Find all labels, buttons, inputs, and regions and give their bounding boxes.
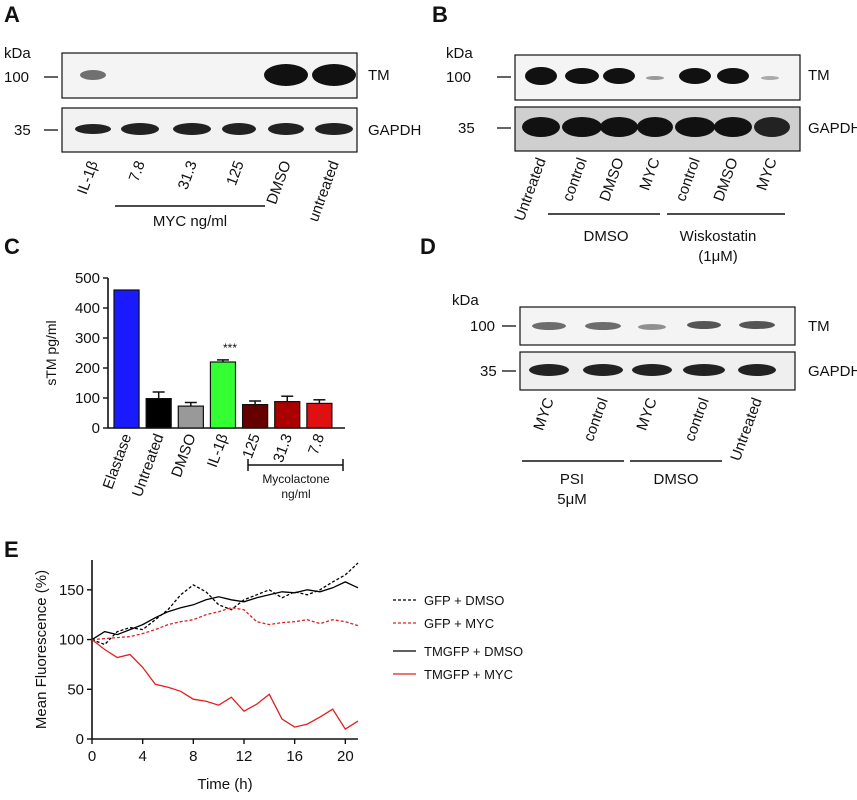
lane-a-3: 31.3 bbox=[175, 159, 201, 192]
chart-c-category-5: 31.3 bbox=[270, 432, 296, 465]
chart-c-ytick-label: 400 bbox=[75, 300, 100, 317]
chart-e-xtick-label: 4 bbox=[138, 748, 146, 765]
series-line-0 bbox=[91, 562, 359, 646]
panel-b-band-gapdh: GAPDH bbox=[808, 120, 857, 137]
chart-c-category-2: DMSO bbox=[168, 432, 199, 480]
lane-d-4: control bbox=[681, 396, 712, 444]
chart-c-group-label: Mycolactone bbox=[262, 472, 330, 486]
chart-e-ytick-label: 100 bbox=[59, 632, 84, 649]
lane-b-3: DMSO bbox=[596, 156, 627, 204]
lane-d-5: Untreated bbox=[727, 396, 766, 464]
lane-b-6: DMSO bbox=[710, 156, 741, 204]
panel-b-marker-35: 35 bbox=[458, 120, 475, 137]
panel-d-group1-sub: 5μM bbox=[557, 491, 586, 508]
chart-e-xtick-label: 16 bbox=[286, 748, 303, 765]
chart-e-xtick-label: 12 bbox=[236, 748, 253, 765]
lane-b-7: MYC bbox=[753, 155, 780, 192]
bar-3 bbox=[209, 361, 237, 429]
chart-e-xtick-label: 0 bbox=[88, 748, 96, 765]
panel-b-group1-label: DMSO bbox=[584, 228, 629, 245]
panel-b-letter: B bbox=[432, 2, 448, 27]
panel-b-marker-100: 100 bbox=[446, 69, 471, 86]
panel-e-letter: E bbox=[4, 537, 19, 562]
panel-d: D kDa 100 35 TM GAPDH MYC control MYC co… bbox=[420, 234, 857, 508]
lane-a-1: IL-1β bbox=[74, 158, 102, 197]
lane-a-2: 7.8 bbox=[126, 159, 149, 184]
panel-d-group1-label: PSI bbox=[560, 471, 584, 488]
bar-2 bbox=[177, 405, 204, 429]
bar-6 bbox=[306, 402, 333, 429]
chart-c-ytick-label: 100 bbox=[75, 390, 100, 407]
legend-label-2: TMGFP + DMSO bbox=[424, 644, 523, 659]
chart-e-ylabel: Mean Fluorescence (%) bbox=[33, 570, 50, 729]
series-line-3 bbox=[91, 639, 359, 730]
chart-c-category-6: 7.8 bbox=[305, 432, 328, 457]
panel-d-band-tm: TM bbox=[808, 318, 830, 335]
panel-b-kda: kDa bbox=[446, 45, 473, 62]
legend-label-1: GFP + MYC bbox=[424, 616, 494, 631]
chart-c: 0 100 200 300 400 500 sTM pg/ml ElastaseUntreat… bbox=[43, 270, 345, 499]
panel-e: E 0 50 100 150 0 4 8 12 16 20 Time (h) Mean Fluores… bbox=[4, 537, 523, 793]
panel-b-group2-label: Wiskostatin bbox=[680, 228, 757, 245]
chart-c-category-4: 125 bbox=[239, 432, 264, 461]
chart-e-xtick-label: 20 bbox=[337, 748, 354, 765]
panel-d-kda: kDa bbox=[452, 292, 479, 309]
panel-a-band-gapdh: GAPDH bbox=[368, 122, 421, 139]
chart-e-ytick-label: 150 bbox=[59, 582, 84, 599]
chart-c-ytick-label: 200 bbox=[75, 360, 100, 377]
panel-a-marker-100: 100 bbox=[4, 69, 29, 86]
chart-c-category-3: IL-1β bbox=[204, 431, 232, 470]
panel-c: C 0 100 200 300 400 500 sTM pg/ml ElastaseUntre… bbox=[4, 234, 345, 501]
panel-a-group-label: MYC ng/ml bbox=[153, 213, 227, 230]
series-line-1 bbox=[91, 607, 359, 641]
legend-label-0: GFP + DMSO bbox=[424, 593, 504, 608]
lane-d-2: control bbox=[580, 396, 611, 444]
chart-c-group-sub: ng/ml bbox=[281, 487, 310, 501]
chart-e-ytick-label: 0 bbox=[76, 731, 84, 748]
chart-c-ytick-label: 300 bbox=[75, 330, 100, 347]
chart-e-ytick-label: 50 bbox=[67, 681, 84, 698]
lane-d-1: MYC bbox=[530, 395, 557, 432]
legend-label-3: TMGFP + MYC bbox=[424, 667, 513, 682]
panel-b-band-tm: TM bbox=[808, 67, 830, 84]
bar-5 bbox=[274, 401, 301, 429]
series-line-2 bbox=[91, 581, 359, 641]
lane-a-5: DMSO bbox=[263, 159, 294, 207]
chart-e: 0 50 100 150 0 4 8 12 16 20 Time (h) Mean Fluoresce… bbox=[33, 560, 523, 793]
panel-c-letter: C bbox=[4, 234, 20, 259]
panel-a: A kDa 100 35 TM GAPDH IL-1β 7.8 31.3 125… bbox=[4, 2, 421, 230]
chart-e-xlabel: Time (h) bbox=[197, 776, 252, 793]
bar-0 bbox=[113, 289, 140, 429]
bar-1 bbox=[145, 398, 172, 429]
panel-d-marker-100: 100 bbox=[470, 318, 495, 335]
panel-a-band-tm: TM bbox=[368, 67, 390, 84]
panel-a-letter: A bbox=[4, 2, 20, 27]
panel-d-letter: D bbox=[420, 234, 436, 259]
lane-b-4: MYC bbox=[636, 155, 663, 192]
chart-c-ytick-label: 0 bbox=[92, 420, 100, 437]
lane-d-3: MYC bbox=[633, 395, 660, 432]
panel-a-kda: kDa bbox=[4, 45, 31, 62]
chart-c-category-1: Untreated bbox=[129, 432, 168, 500]
bar-4 bbox=[241, 404, 269, 429]
panel-d-band-gapdh: GAPDH bbox=[808, 363, 857, 380]
chart-c-ytick-label: 500 bbox=[75, 270, 100, 287]
chart-c-ylabel: sTM pg/ml bbox=[43, 320, 59, 385]
chart-c-category-0: Elastase bbox=[100, 432, 136, 492]
chart-e-xtick-label: 8 bbox=[189, 748, 197, 765]
panel-d-group2-label: DMSO bbox=[654, 471, 699, 488]
lane-b-2: control bbox=[559, 156, 590, 204]
lane-b-1: Untreated bbox=[511, 156, 550, 224]
lane-a-6: untreated bbox=[305, 159, 343, 224]
chart-c-asterisks: *** bbox=[223, 341, 237, 355]
lane-a-4: 125 bbox=[223, 159, 248, 188]
panel-a-marker-35: 35 bbox=[14, 122, 31, 139]
panel-d-marker-35: 35 bbox=[480, 363, 497, 380]
panel-b-group2-sub: (1μM) bbox=[698, 248, 737, 265]
lane-b-5: control bbox=[672, 156, 703, 204]
panel-b: B kDa 100 35 TM GAPDH Untreated control … bbox=[432, 2, 857, 265]
